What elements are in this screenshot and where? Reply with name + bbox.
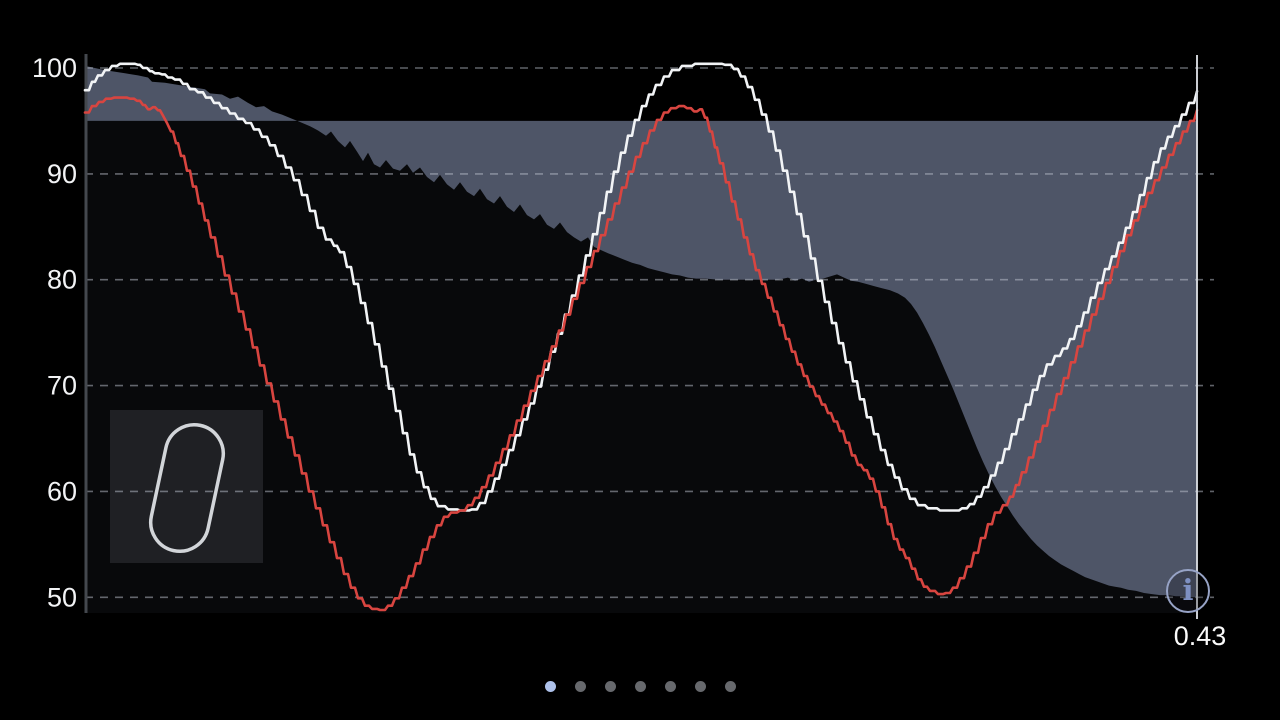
pager-dot-4[interactable] [634, 680, 646, 692]
y-tick-label-50: 50 [47, 582, 77, 612]
info-icon: i [1182, 572, 1194, 607]
track-outline-icon [148, 423, 226, 553]
pager-dot-7[interactable] [724, 680, 736, 692]
chart-title: 速度[km/h] @ 距離 [km] [483, 16, 797, 48]
page-indicator [0, 674, 1280, 698]
threshold-area-fill [85, 65, 1197, 598]
y-tick-label-80: 80 [47, 265, 77, 295]
y-tick-label-90: 90 [47, 159, 77, 189]
y-tick-label-60: 60 [47, 476, 77, 506]
y-tick-label-100: 100 [32, 53, 77, 83]
pager-dot-5[interactable] [664, 680, 676, 692]
speed-line-white [83, 62, 1199, 512]
y-tick-label-70: 70 [47, 371, 77, 401]
speed-line-red [83, 96, 1199, 612]
pager-dot-3[interactable] [604, 680, 616, 692]
cursor-distance-readout: 0.43 [1173, 621, 1227, 651]
pager-dot-6[interactable] [694, 680, 706, 692]
sub-threshold-tint [85, 120, 1197, 614]
info-button[interactable]: i [1166, 569, 1210, 613]
pager-dot-1[interactable] [544, 680, 556, 692]
track-inset-panel [110, 410, 263, 563]
pager-dot-2[interactable] [574, 680, 586, 692]
